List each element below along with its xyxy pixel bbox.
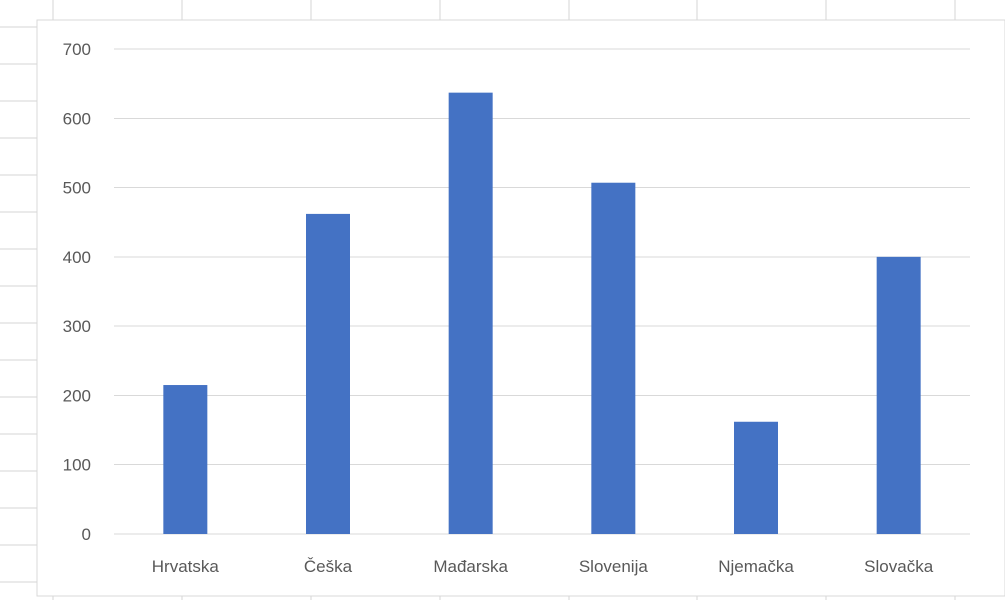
bar-Češka[interactable] [306,213,350,534]
y-gridlines [114,48,970,535]
y-tick-label-100: 100 [63,456,91,475]
y-tick-label-700: 700 [63,40,91,59]
bar-Mađarska[interactable] [448,92,493,535]
y-axis-tick-labels: 0 100 200 300 400 500 600 700 [63,40,91,544]
y-tick-label-400: 400 [63,248,91,267]
y-tick-label-200: 200 [63,386,91,405]
x-tick-label-Mađarska: Mađarska [433,557,508,576]
y-tick-label-500: 500 [63,179,91,198]
x-tick-label-Slovačka: Slovačka [864,557,934,576]
x-tick-label-Njemačka: Njemačka [718,557,794,576]
bar-Njemačka[interactable] [734,421,778,534]
y-tick-label-300: 300 [63,317,91,336]
bar-Slovačka[interactable] [876,256,921,534]
x-tick-label-Češka: Češka [304,557,353,576]
spreadsheet-gridlines [0,0,956,600]
x-tick-label-Hrvatska: Hrvatska [152,557,220,576]
x-axis-tick-labels: Hrvatska Češka Mađarska Slovenija Njemačka Sl… [152,557,934,576]
x-tick-label-Slovenija: Slovenija [579,557,649,576]
bar-Hrvatska[interactable] [163,385,208,534]
y-tick-label-600: 600 [63,109,91,128]
y-tick-label-0: 0 [82,525,91,544]
bar-series[interactable] [163,92,921,535]
bar-Slovenija[interactable] [591,182,636,534]
